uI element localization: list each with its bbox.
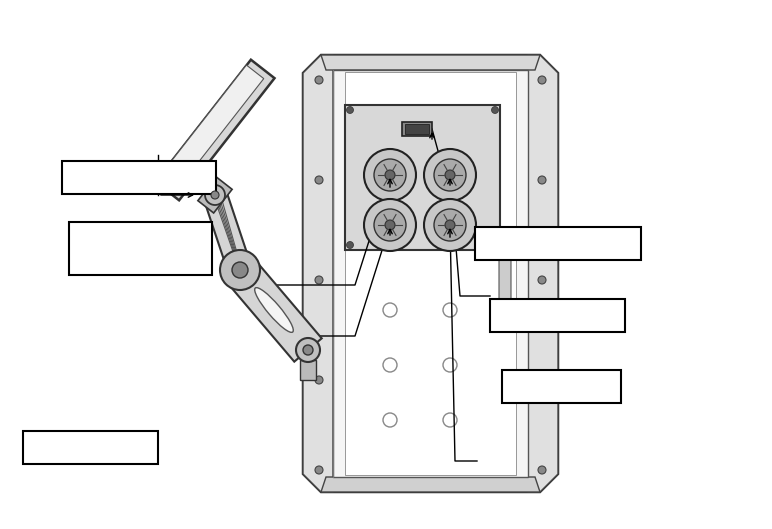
Circle shape xyxy=(538,176,546,184)
Polygon shape xyxy=(303,55,333,492)
Polygon shape xyxy=(345,72,516,475)
Ellipse shape xyxy=(255,288,293,332)
Polygon shape xyxy=(528,55,558,492)
Text: Control Panel: Control Panel xyxy=(40,441,141,454)
Circle shape xyxy=(296,338,320,362)
Circle shape xyxy=(232,262,248,278)
Circle shape xyxy=(385,220,395,230)
Text: Gear signal Input: Gear signal Input xyxy=(74,171,204,184)
Polygon shape xyxy=(303,55,558,492)
Circle shape xyxy=(445,170,455,180)
Circle shape xyxy=(364,199,416,251)
FancyBboxPatch shape xyxy=(490,299,625,332)
Circle shape xyxy=(315,276,323,284)
Circle shape xyxy=(374,159,406,191)
Circle shape xyxy=(492,242,499,249)
Polygon shape xyxy=(333,70,528,477)
FancyBboxPatch shape xyxy=(502,370,621,403)
FancyBboxPatch shape xyxy=(69,222,212,275)
Circle shape xyxy=(315,176,323,184)
FancyBboxPatch shape xyxy=(405,124,429,134)
Circle shape xyxy=(315,376,323,384)
Circle shape xyxy=(364,149,416,201)
FancyBboxPatch shape xyxy=(345,105,500,250)
FancyBboxPatch shape xyxy=(499,248,511,302)
Circle shape xyxy=(347,242,354,249)
Circle shape xyxy=(434,159,466,191)
Polygon shape xyxy=(204,191,252,274)
Circle shape xyxy=(315,466,323,474)
FancyBboxPatch shape xyxy=(23,431,158,464)
Circle shape xyxy=(445,220,455,230)
Polygon shape xyxy=(321,477,540,492)
Circle shape xyxy=(347,106,354,114)
Circle shape xyxy=(211,191,219,199)
Text: Control panel port: Control panel port xyxy=(497,238,618,250)
Polygon shape xyxy=(155,60,275,200)
Circle shape xyxy=(315,76,323,84)
FancyBboxPatch shape xyxy=(402,122,432,136)
Polygon shape xyxy=(161,65,264,189)
Polygon shape xyxy=(226,258,322,362)
Text: Traverse port: Traverse port xyxy=(513,309,602,322)
Circle shape xyxy=(538,76,546,84)
FancyBboxPatch shape xyxy=(300,360,316,380)
Circle shape xyxy=(434,209,466,241)
FancyBboxPatch shape xyxy=(62,161,216,194)
Polygon shape xyxy=(321,55,540,70)
Circle shape xyxy=(492,106,499,114)
FancyBboxPatch shape xyxy=(475,227,641,260)
Circle shape xyxy=(424,149,476,201)
Circle shape xyxy=(374,209,406,241)
Circle shape xyxy=(538,276,546,284)
Circle shape xyxy=(205,185,225,205)
Circle shape xyxy=(538,376,546,384)
Text: Power
supply(DC24V): Power supply(DC24V) xyxy=(85,235,197,262)
Polygon shape xyxy=(198,177,232,213)
Circle shape xyxy=(424,199,476,251)
Text: HDMI: HDMI xyxy=(540,379,584,394)
Circle shape xyxy=(303,345,313,355)
Circle shape xyxy=(385,170,395,180)
Circle shape xyxy=(538,466,546,474)
Circle shape xyxy=(220,250,260,290)
